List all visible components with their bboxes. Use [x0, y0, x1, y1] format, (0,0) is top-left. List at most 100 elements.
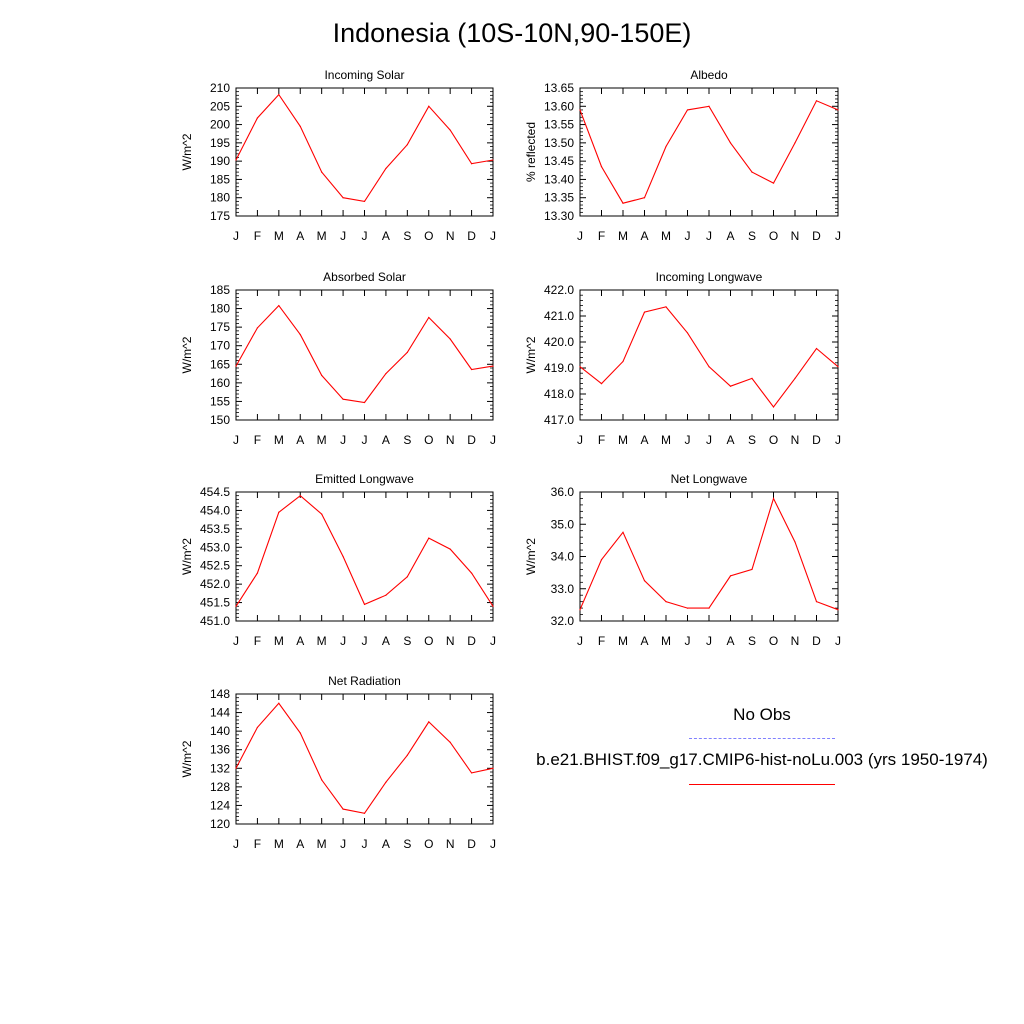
x-tick-label: A: [296, 433, 304, 447]
data-point: [665, 145, 667, 148]
x-tick-label: A: [726, 433, 734, 447]
y-tick-label: 185: [210, 283, 230, 297]
data-point: [385, 781, 387, 783]
panel-5: Emitted Longwave W/m^2 451.0 451.5 452.0 452.…: [180, 472, 496, 648]
x-tick-label: J: [340, 433, 346, 447]
data-point: [406, 351, 408, 353]
series-line: [235, 494, 494, 607]
data-point: [837, 109, 839, 111]
y-tick-label: 120: [210, 817, 230, 831]
data-point: [751, 568, 753, 571]
y-tick-label: 160: [210, 376, 230, 390]
x-tick-label: J: [362, 837, 368, 851]
x-tick-label: F: [598, 634, 605, 648]
y-tick-label: 195: [210, 136, 230, 150]
x-tick-label: M: [317, 433, 327, 447]
plot-frame: [579, 289, 839, 421]
data-point: [278, 305, 280, 307]
data-point: [278, 702, 280, 704]
panel-1: Incoming Solar W/m^2 175 180 185 190 195 200 205…: [180, 68, 496, 243]
x-tick-label: S: [748, 433, 756, 447]
data-point: [470, 772, 473, 774]
series-line: [579, 100, 839, 204]
x-tick-label: O: [769, 229, 778, 243]
data-point: [622, 360, 624, 363]
data-point: [600, 559, 603, 561]
y-tick-label: 180: [210, 302, 230, 316]
y-tick-label: 150: [210, 413, 230, 427]
x-tick-label: S: [403, 837, 411, 851]
data-point: [299, 732, 301, 734]
y-tick-label: 421.0: [544, 309, 574, 323]
x-tick-label: J: [706, 229, 712, 243]
x-tick-label: J: [233, 634, 239, 648]
panel-3: Absorbed Solar W/m^2 150 155 160 165 170 175 180…: [180, 270, 496, 447]
data-point: [470, 163, 473, 165]
panel-title: Net Longwave: [671, 472, 748, 486]
data-point: [794, 142, 796, 144]
data-point: [794, 541, 796, 543]
data-point: [708, 366, 710, 368]
data-point: [643, 311, 646, 313]
data-point: [579, 366, 581, 368]
x-tick-label: J: [490, 837, 496, 851]
x-tick-label: A: [382, 837, 390, 851]
data-point: [235, 767, 237, 769]
x-tick-label: N: [446, 433, 455, 447]
data-point: [751, 377, 753, 379]
y-tick-label: 454.0: [200, 503, 230, 517]
data-point: [299, 495, 301, 497]
data-point: [449, 129, 451, 131]
x-tick-label: M: [317, 837, 327, 851]
x-tick-label: N: [446, 634, 455, 648]
data-point: [729, 385, 732, 387]
data-point: [686, 607, 689, 609]
x-tick-label: J: [577, 229, 583, 243]
x-tick-label: J: [706, 634, 712, 648]
x-tick-label: O: [769, 433, 778, 447]
x-tick-label: F: [254, 634, 261, 648]
plot-frame: [235, 693, 494, 825]
x-tick-label: A: [640, 229, 648, 243]
x-tick-label: J: [577, 433, 583, 447]
series-line: [235, 93, 494, 203]
data-point: [428, 316, 430, 319]
y-tick-label: 451.0: [200, 614, 230, 628]
y-axis-label: W/m^2: [180, 538, 194, 575]
data-point: [385, 167, 387, 170]
y-tick-label: 453.5: [200, 522, 230, 536]
x-tick-label: J: [233, 837, 239, 851]
y-tick-label: 210: [210, 81, 230, 95]
data-point: [837, 366, 839, 368]
data-point: [385, 372, 387, 375]
data-point: [492, 605, 494, 607]
series-line: [579, 497, 839, 611]
x-tick-label: J: [685, 433, 691, 447]
data-point: [815, 100, 818, 102]
data-point: [470, 368, 473, 371]
x-tick-label: F: [254, 229, 261, 243]
y-axis-label: W/m^2: [180, 133, 194, 170]
x-tick-label: J: [362, 229, 368, 243]
panel-title: Incoming Solar: [324, 68, 404, 82]
x-tick-label: J: [685, 229, 691, 243]
x-tick-label: J: [340, 837, 346, 851]
data-point: [235, 159, 237, 161]
data-point: [278, 511, 280, 513]
data-point: [815, 347, 818, 350]
x-tick-label: J: [340, 634, 346, 648]
data-point: [235, 605, 237, 607]
x-tick-label: M: [317, 229, 327, 243]
x-tick-label: J: [233, 229, 239, 243]
x-tick-label: N: [791, 229, 800, 243]
y-tick-label: 190: [210, 154, 230, 168]
x-tick-label: O: [424, 229, 433, 243]
y-tick-label: 200: [210, 118, 230, 132]
x-tick-label: M: [274, 433, 284, 447]
legend-obs-label: No Obs: [733, 705, 791, 724]
y-tick-label: 175: [210, 209, 230, 223]
data-point: [772, 497, 775, 500]
data-point: [622, 531, 624, 533]
